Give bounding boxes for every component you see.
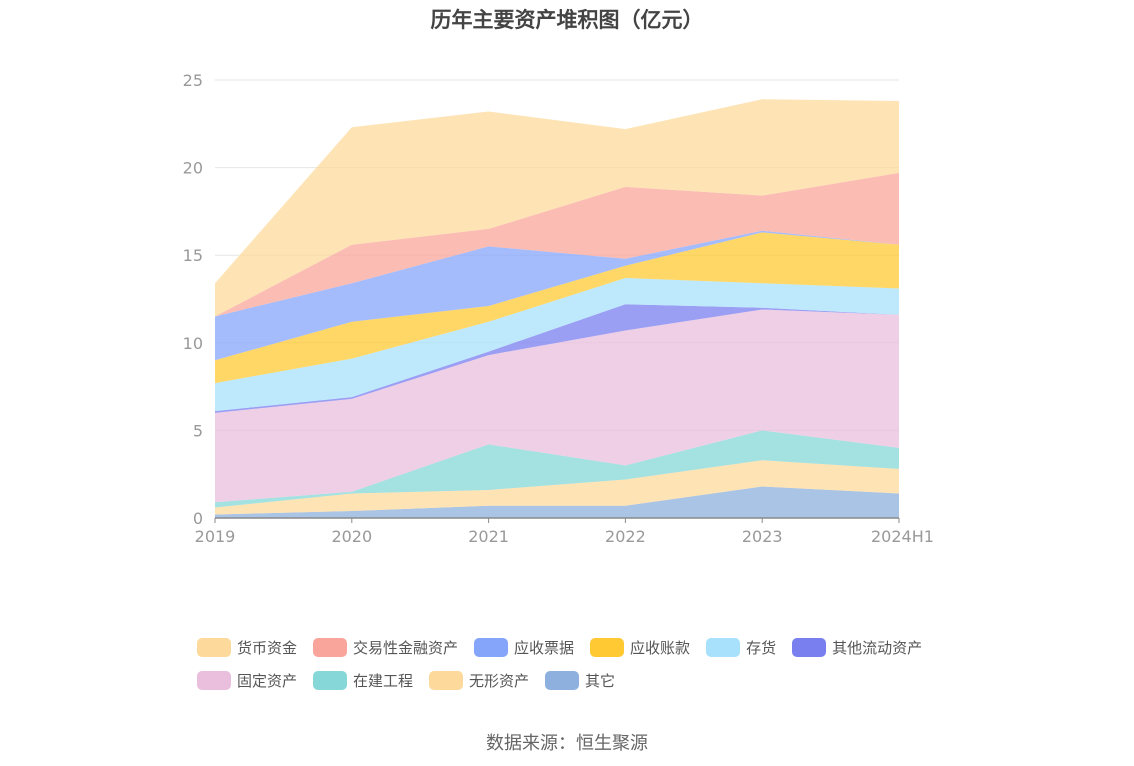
y-tick-label: 20 (183, 159, 203, 178)
legend-item-其它[interactable]: 其它 (545, 670, 615, 691)
area-其它 (215, 486, 899, 518)
y-tick-label: 10 (183, 334, 203, 353)
legend-label: 固定资产 (237, 672, 298, 690)
legend-label: 货币资金 (237, 639, 298, 657)
legend-swatch (706, 638, 741, 657)
legend-swatch (313, 638, 348, 657)
y-tick-label: 15 (183, 246, 203, 265)
area-其他流动资产 (215, 304, 899, 413)
legend-item-无形资产[interactable]: 无形资产 (429, 670, 529, 691)
x-tick-label: 2023 (742, 527, 783, 546)
legend-label: 其他流动资产 (832, 639, 923, 657)
area-layers (215, 99, 899, 518)
area-在建工程 (215, 430, 899, 508)
legend-swatch (590, 638, 625, 657)
area-应收票据 (215, 230, 899, 361)
area-存货 (215, 278, 899, 412)
legend-label: 交易性金融资产 (353, 639, 459, 657)
legend-row: 货币资金 交易性金融资产 应收票据 应收账款 存货 其他流动资产 (197, 631, 957, 664)
legend-row: 固定资产 在建工程 无形资产 其它 (197, 664, 957, 697)
y-tick-label: 0 (193, 509, 203, 528)
x-tick-label: 2024H1 (871, 527, 934, 546)
legend-label: 无形资产 (469, 672, 530, 690)
y-tick-label: 25 (183, 71, 203, 90)
legend-swatch (197, 638, 231, 657)
legend-item-在建工程[interactable]: 在建工程 (313, 670, 413, 691)
area-无形资产 (215, 460, 899, 515)
legend-swatch (545, 671, 580, 690)
area-固定资产 (215, 309, 899, 503)
area-应收账款 (215, 232, 899, 384)
y-tick-label: 5 (193, 421, 203, 440)
legend: 货币资金 交易性金融资产 应收票据 应收账款 存货 其他流动资产固定资产 在建工程 无形资产 其… (197, 631, 957, 697)
legend-swatch (792, 638, 827, 657)
legend-item-应收账款[interactable]: 应收账款 (590, 637, 690, 658)
chart-title: 历年主要资产堆积图（亿元） (430, 8, 704, 32)
legend-swatch (197, 671, 231, 690)
area-交易性金融资产 (215, 172, 899, 317)
legend-label: 其它 (585, 672, 616, 690)
legend-item-应收票据[interactable]: 应收票据 (474, 637, 574, 658)
legend-label: 在建工程 (353, 672, 414, 690)
x-tick-label: 2020 (331, 527, 372, 546)
legend-item-固定资产[interactable]: 固定资产 (197, 670, 297, 691)
legend-swatch (313, 671, 348, 690)
legend-label: 应收票据 (514, 639, 575, 657)
legend-item-其他流动资产[interactable]: 其他流动资产 (792, 637, 922, 658)
x-tick-label: 2021 (468, 527, 509, 546)
legend-item-货币资金[interactable]: 货币资金 (197, 637, 297, 658)
data-source: 数据来源：恒生聚源 (486, 733, 648, 754)
legend-item-存货[interactable]: 存货 (706, 637, 776, 658)
legend-item-交易性金融资产[interactable]: 交易性金融资产 (313, 637, 458, 658)
legend-swatch (474, 638, 509, 657)
legend-label: 应收账款 (630, 639, 691, 657)
x-tick-label: 2022 (605, 527, 646, 546)
x-tick-label: 2019 (195, 527, 236, 546)
legend-swatch (429, 671, 464, 690)
stacked-area-chart: 0 5 10 15 20 25 2019 2020 2021 2022 2023 2024H1 (183, 71, 934, 546)
area-货币资金 (215, 99, 899, 317)
legend-label: 存货 (746, 639, 777, 657)
